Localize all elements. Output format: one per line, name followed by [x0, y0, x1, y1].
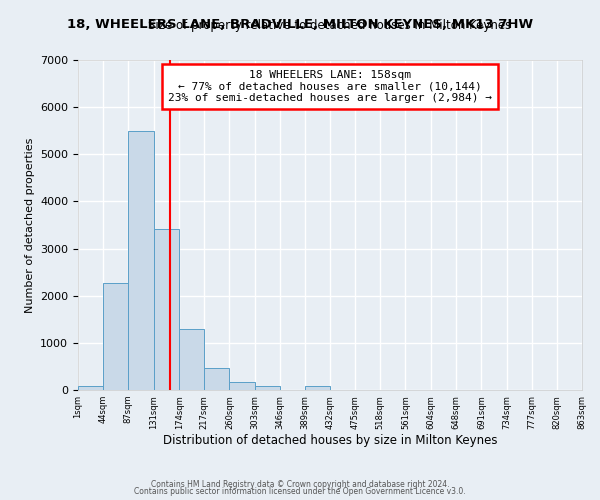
- Text: Contains HM Land Registry data © Crown copyright and database right 2024.: Contains HM Land Registry data © Crown c…: [151, 480, 449, 489]
- Bar: [204, 368, 229, 390]
- Bar: [103, 282, 128, 390]
- Text: Contains public sector information licensed under the Open Government Licence v3: Contains public sector information licen…: [134, 488, 466, 496]
- Title: Size of property relative to detached houses in Milton Keynes: Size of property relative to detached ho…: [148, 20, 512, 32]
- Bar: [128, 130, 154, 390]
- Bar: [154, 229, 179, 390]
- Y-axis label: Number of detached properties: Number of detached properties: [25, 138, 35, 312]
- Bar: [305, 386, 330, 390]
- Bar: [179, 328, 204, 390]
- Text: 18 WHEELERS LANE: 158sqm
← 77% of detached houses are smaller (10,144)
23% of se: 18 WHEELERS LANE: 158sqm ← 77% of detach…: [168, 70, 492, 103]
- Bar: [78, 386, 103, 390]
- Text: 18, WHEELERS LANE, BRADVILLE, MILTON KEYNES, MK13 7HW: 18, WHEELERS LANE, BRADVILLE, MILTON KEY…: [67, 18, 533, 30]
- Bar: [229, 382, 254, 390]
- Bar: [254, 386, 280, 390]
- X-axis label: Distribution of detached houses by size in Milton Keynes: Distribution of detached houses by size …: [163, 434, 497, 448]
